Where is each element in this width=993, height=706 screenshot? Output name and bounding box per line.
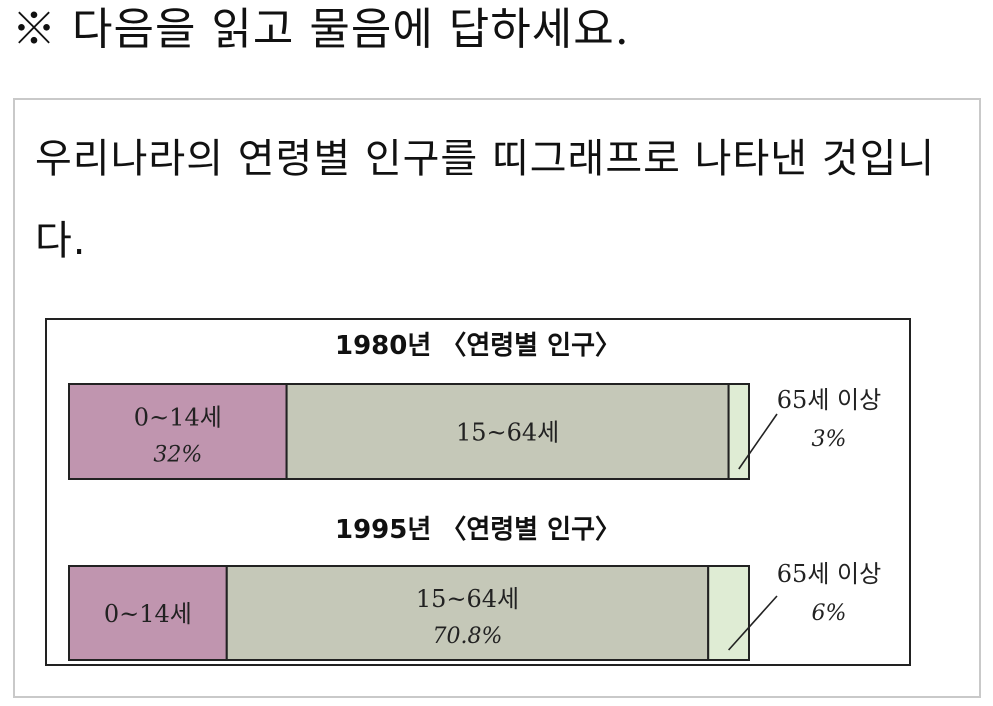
segment-value-1-2: 6% [812, 601, 847, 626]
callout-line-0 [738, 413, 778, 470]
strip-graph-frame: 1980년 〈연령별 인구〉 0~14세 32% 15~64세 65세 이상 3% 1995… [45, 318, 911, 666]
chart-title-1: 1995년 〈연령별 인구〉 [335, 515, 621, 545]
bar-segment-1-1 [225, 565, 710, 661]
bar-segment-0-1 [285, 383, 730, 480]
segment-value-0-2: 3% [812, 427, 847, 452]
segment-value-1-1: 70.8% [433, 624, 503, 649]
segment-label-0-2: 65세 이상 [777, 386, 881, 414]
segment-value-0-0: 32% [153, 443, 202, 468]
question-text: 우리나라의 연령별 인구를 띠그래프로 나타낸 것입니다. [35, 136, 936, 264]
segment-label-1-1: 15~64세 [416, 585, 519, 613]
strip-graph-chart: 1980년 〈연령별 인구〉 0~14세 32% 15~64세 65세 이상 3% 1995… [68, 331, 881, 661]
segment-label-1-2: 65세 이상 [777, 560, 881, 588]
segment-label-0-0: 0~14세 [134, 404, 222, 432]
segment-label-0-1: 15~64세 [456, 419, 559, 447]
bar-segment-0-0 [68, 383, 288, 480]
question-box [13, 98, 981, 698]
bar-segment-1-0 [68, 565, 228, 661]
bar-segment-1-2 [707, 565, 751, 661]
chart-title-0: 1980년 〈연령별 인구〉 [335, 331, 621, 361]
instruction-text: ※ 다음을 읽고 물음에 답하세요. [12, 4, 630, 55]
callout-line-1 [728, 595, 778, 651]
bar-segment-0-2 [727, 383, 750, 480]
segment-label-1-0: 0~14세 [104, 600, 192, 628]
